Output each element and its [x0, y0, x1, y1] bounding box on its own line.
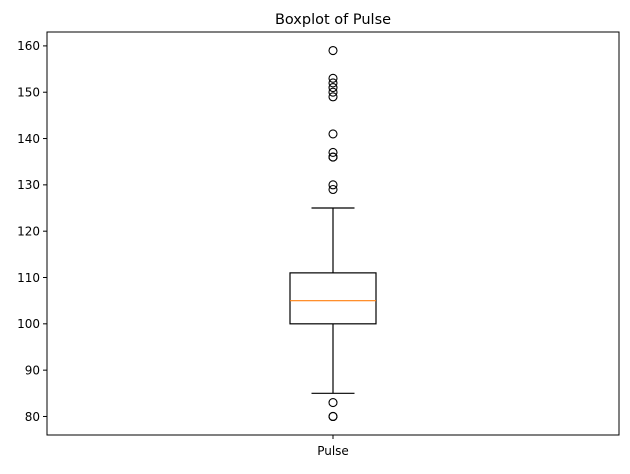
x-axis: Pulse	[317, 435, 349, 458]
outlier-point	[328, 184, 338, 195]
outlier-point	[328, 45, 338, 56]
y-tick-label: 100	[17, 317, 40, 331]
x-tick-label: Pulse	[317, 444, 349, 458]
y-tick-label: 150	[17, 86, 40, 100]
outlier-point	[328, 73, 338, 83]
y-tick-label: 120	[17, 224, 40, 238]
outlier-point	[328, 87, 338, 97]
outlier-point	[328, 78, 338, 88]
outlier-point	[328, 147, 338, 157]
outlier-point	[328, 152, 338, 162]
y-tick-label: 140	[17, 132, 40, 146]
y-tick-label: 110	[17, 271, 40, 285]
y-tick-label: 160	[17, 39, 40, 53]
outlier-point	[328, 92, 338, 102]
y-tick-label: 80	[25, 410, 40, 424]
plot-layer	[289, 45, 377, 422]
y-tick-label: 90	[25, 363, 40, 377]
y-tick-label: 130	[17, 178, 40, 192]
outlier-point	[328, 398, 338, 408]
outlier-point	[328, 83, 338, 93]
outlier-point	[328, 180, 338, 190]
outlier-point	[328, 129, 338, 139]
outlier-point	[328, 411, 338, 422]
y-axis: 80 90 100 110 120 130 140 150 160	[17, 39, 47, 424]
chart-title: Boxplot of Pulse	[275, 12, 391, 28]
box-iqr	[289, 272, 377, 325]
